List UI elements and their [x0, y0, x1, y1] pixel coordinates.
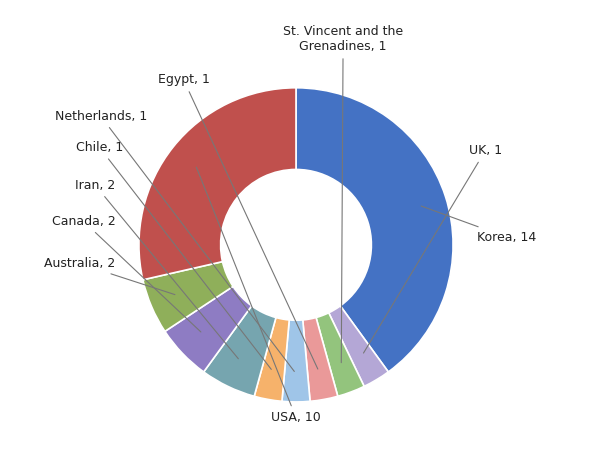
Text: Egypt, 1: Egypt, 1: [157, 73, 318, 369]
Text: St. Vincent and the
Grenadines, 1: St. Vincent and the Grenadines, 1: [283, 25, 403, 363]
Wedge shape: [303, 318, 338, 401]
Text: Australia, 2: Australia, 2: [44, 257, 175, 295]
Text: Chile, 1: Chile, 1: [76, 141, 271, 369]
Wedge shape: [143, 262, 233, 331]
Wedge shape: [282, 320, 310, 402]
Text: Canada, 2: Canada, 2: [52, 215, 201, 332]
Wedge shape: [165, 286, 252, 372]
Wedge shape: [316, 313, 364, 396]
Wedge shape: [254, 318, 289, 401]
Wedge shape: [296, 88, 453, 372]
Text: Netherlands, 1: Netherlands, 1: [54, 109, 294, 372]
Text: Korea, 14: Korea, 14: [421, 206, 536, 244]
Wedge shape: [204, 306, 276, 396]
Text: USA, 10: USA, 10: [197, 167, 321, 424]
Wedge shape: [329, 306, 388, 386]
Text: Iran, 2: Iran, 2: [75, 179, 239, 359]
Wedge shape: [139, 88, 296, 280]
Text: UK, 1: UK, 1: [363, 144, 502, 353]
